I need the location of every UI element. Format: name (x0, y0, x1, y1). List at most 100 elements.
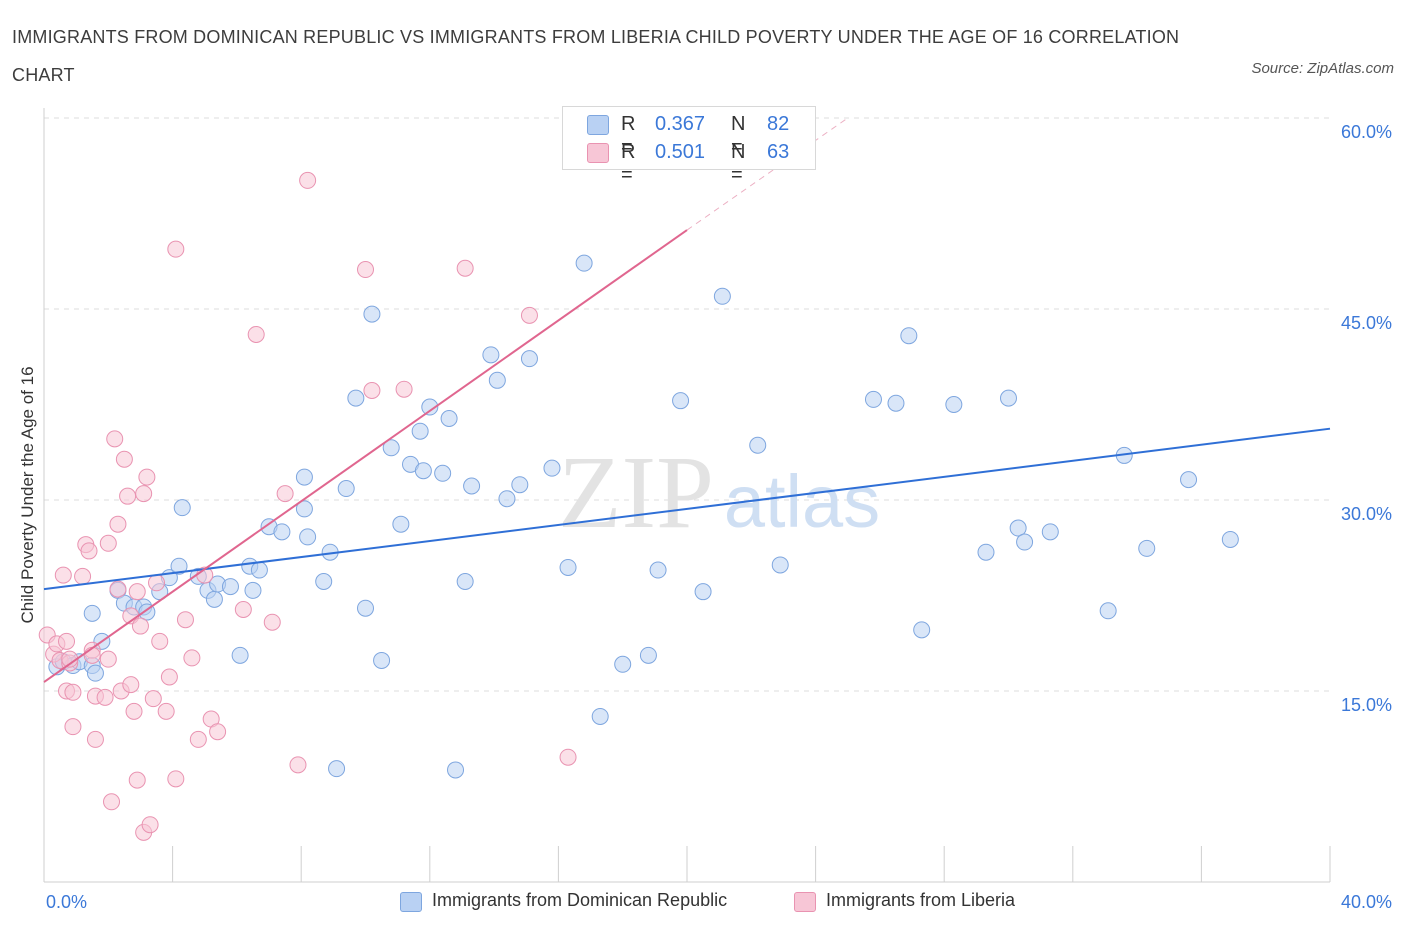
point-liberia (54, 566, 72, 584)
point-liberia (157, 702, 175, 720)
point-dominican (520, 350, 538, 368)
point-liberia (135, 485, 153, 503)
point-dominican (392, 515, 410, 533)
point-dominican (887, 394, 905, 412)
point-liberia (106, 430, 124, 448)
point-dominican (273, 523, 291, 541)
point-liberia (131, 617, 149, 635)
point-dominican (511, 476, 529, 494)
point-dominican (1009, 519, 1027, 537)
correlation-legend: R = 0.367 N = 82 R = 0.501 N = 63 (562, 106, 816, 186)
point-dominican (221, 578, 239, 596)
point-liberia (119, 487, 137, 505)
point-liberia (74, 567, 92, 585)
point-dominican (913, 621, 931, 639)
point-dominican (447, 761, 465, 779)
point-dominican (337, 480, 355, 498)
point-dominican (977, 543, 995, 561)
point-dominican (1000, 389, 1017, 407)
point-liberia (183, 649, 201, 667)
point-dominican (440, 410, 458, 428)
point-dominican (1016, 533, 1034, 551)
point-dominican (170, 557, 188, 575)
point-liberia (109, 515, 127, 533)
bottom-legend-label: Immigrants from Dominican Republic (432, 890, 728, 910)
point-liberia (58, 632, 76, 650)
point-dominican (373, 651, 391, 669)
point-liberia (167, 240, 185, 258)
point-dominican (421, 398, 439, 416)
trendline-dominican (43, 427, 1331, 591)
point-liberia (559, 748, 577, 766)
legend-r-label: R = (621, 141, 636, 186)
point-dominican (771, 556, 789, 574)
y-tick-label: 15.0% (1341, 695, 1392, 715)
point-dominican (411, 422, 429, 440)
point-dominican (672, 392, 690, 410)
point-liberia (64, 718, 82, 736)
point-liberia (122, 676, 140, 694)
legend-r-label: R = (621, 113, 636, 158)
point-liberia (167, 770, 185, 788)
point-liberia (520, 306, 538, 324)
point-dominican (250, 561, 268, 579)
legend-swatch-blue (587, 115, 609, 135)
point-dominican (231, 646, 249, 664)
point-liberia (141, 816, 159, 834)
point-liberia (263, 613, 281, 631)
point-dominican (864, 390, 882, 408)
chart-title: IMMIGRANTS FROM DOMINICAN REPUBLIC VS IM… (12, 27, 1180, 85)
y-axis-label: Child Poverty Under the Age of 16 (18, 366, 37, 624)
bottom-legend-label: Immigrants from Liberia (826, 890, 1016, 910)
point-liberia (99, 650, 117, 668)
legend-n-value: 63 (767, 141, 790, 163)
point-liberia (209, 723, 227, 741)
point-dominican (1180, 471, 1198, 489)
point-liberia (151, 632, 169, 650)
x-tick-label: 40.0% (1341, 892, 1392, 912)
point-dominican (357, 599, 374, 617)
point-liberia (357, 261, 374, 279)
point-dominican (347, 389, 365, 407)
point-dominican (498, 490, 516, 508)
point-dominican (315, 572, 333, 590)
point-dominican (900, 327, 918, 345)
point-dominican (299, 528, 317, 546)
point-dominican (328, 760, 346, 778)
point-liberia (115, 450, 133, 468)
point-dominican (173, 499, 191, 517)
point-liberia (289, 756, 307, 774)
point-dominican (713, 287, 731, 305)
point-liberia (99, 534, 117, 552)
point-dominican (575, 254, 593, 272)
point-liberia (96, 688, 114, 706)
bottom-legend-swatch-blue (400, 892, 422, 912)
legend-swatch-pink (587, 143, 609, 163)
point-dominican (463, 477, 481, 495)
point-dominican (1041, 523, 1059, 541)
point-liberia (144, 690, 162, 708)
point-dominican (382, 439, 400, 457)
point-dominican (1099, 602, 1117, 620)
point-liberia (234, 601, 252, 619)
point-liberia (125, 702, 143, 720)
point-dominican (543, 459, 561, 477)
point-dominican (559, 558, 577, 576)
point-dominican (434, 464, 452, 482)
point-dominican (205, 590, 223, 608)
point-dominican (1221, 530, 1239, 548)
point-dominican (482, 346, 500, 364)
legend-r-value: 0.501 (655, 141, 706, 163)
point-liberia (138, 468, 156, 486)
point-dominican (83, 604, 101, 622)
point-liberia (86, 730, 104, 748)
point-liberia (363, 381, 381, 399)
point-dominican (488, 371, 506, 389)
point-dominican (456, 572, 474, 590)
chart-source: Source: ZipAtlas.com (1251, 60, 1394, 77)
point-liberia (247, 325, 265, 343)
point-liberia (189, 730, 207, 748)
point-liberia (395, 380, 413, 398)
point-dominican (694, 583, 712, 601)
